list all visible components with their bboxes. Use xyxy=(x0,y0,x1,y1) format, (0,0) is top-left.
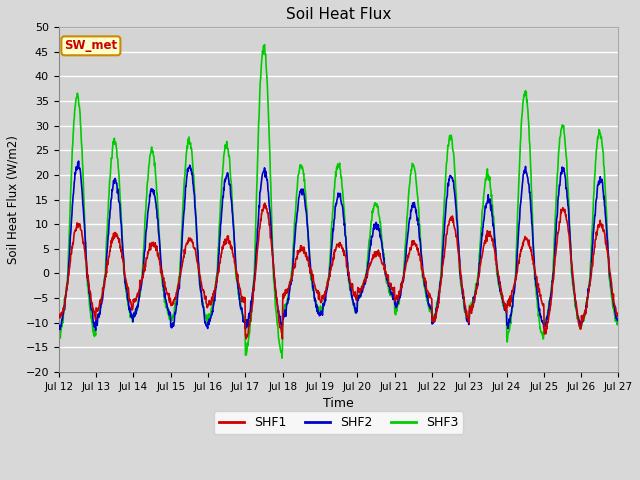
Text: SW_met: SW_met xyxy=(64,39,118,52)
SHF1 xyxy=(278,336,286,342)
SHF1 xyxy=(166,300,173,305)
Line: SHF3: SHF3 xyxy=(59,45,618,358)
Line: SHF1: SHF1 xyxy=(59,203,618,339)
Title: Soil Heat Flux: Soil Heat Flux xyxy=(286,7,391,22)
SHF2 xyxy=(180,209,188,215)
Legend: SHF1, SHF2, SHF3: SHF1, SHF2, SHF3 xyxy=(214,411,463,434)
SHF3 xyxy=(499,299,507,305)
SHF3 xyxy=(426,308,434,314)
SHF3 xyxy=(166,316,173,322)
SHF1 xyxy=(55,313,63,319)
SHF2 xyxy=(426,306,434,312)
SHF1 xyxy=(426,293,434,299)
SHF1 xyxy=(614,313,622,319)
SHF3 xyxy=(549,273,557,278)
Line: SHF2: SHF2 xyxy=(59,161,618,330)
SHF1 xyxy=(179,256,187,262)
SHF1 xyxy=(499,298,507,304)
SHF2 xyxy=(92,327,99,333)
SHF1 xyxy=(261,200,269,206)
SHF2 xyxy=(243,321,250,327)
X-axis label: Time: Time xyxy=(323,397,354,410)
SHF1 xyxy=(242,335,250,340)
SHF3 xyxy=(55,337,63,343)
SHF2 xyxy=(549,279,557,285)
SHF2 xyxy=(499,299,507,304)
SHF2 xyxy=(75,158,83,164)
SHF3 xyxy=(242,352,250,358)
Y-axis label: Soil Heat Flux (W/m2): Soil Heat Flux (W/m2) xyxy=(7,135,20,264)
SHF3 xyxy=(614,321,622,327)
SHF2 xyxy=(166,311,174,316)
SHF3 xyxy=(179,198,187,204)
SHF3 xyxy=(260,42,268,48)
SHF2 xyxy=(55,323,63,329)
SHF3 xyxy=(278,355,286,361)
SHF1 xyxy=(549,280,557,286)
SHF2 xyxy=(614,317,622,323)
